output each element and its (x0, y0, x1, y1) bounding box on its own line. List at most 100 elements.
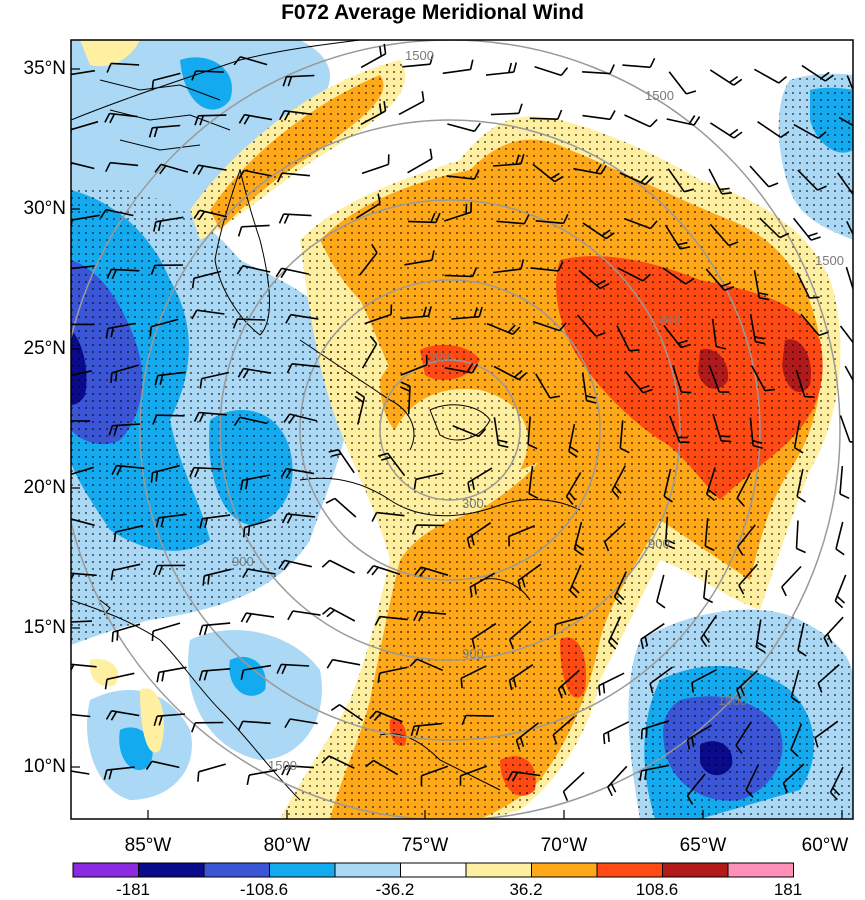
wind-barb-shaft (844, 365, 853, 382)
wind-barb-feather (400, 381, 411, 387)
wind-barb-feather (498, 444, 509, 448)
lat-label-35n: 35°N (23, 58, 66, 79)
wind-barb-shaft (839, 325, 853, 344)
wind-barb-feather (421, 91, 425, 102)
wind-barb-feather (569, 590, 578, 599)
wind-barb-shaft (793, 123, 819, 139)
wind-barb-feather (519, 736, 525, 747)
wind-barb-shaft (797, 169, 819, 191)
wind-barb-shaft (460, 765, 488, 777)
wind-barb-feather (109, 113, 116, 124)
axis-ticks (71, 68, 843, 819)
wind-barb-shaft (151, 760, 180, 769)
wind-barb-feather (371, 243, 378, 254)
wind-barb-feather (554, 175, 564, 183)
wind-barb-feather (245, 479, 249, 490)
wind-barb-shaft (649, 666, 674, 685)
wind-barb-feather (797, 649, 807, 657)
wind-barb-feather (700, 637, 708, 648)
wind-barb-feather (240, 669, 245, 680)
wind-barb-shaft (527, 416, 531, 445)
wind-barb-feather (807, 232, 818, 237)
wind-barb-shaft (759, 217, 781, 239)
wind-barb-shaft (839, 415, 851, 443)
wind-barb-feather (110, 711, 118, 721)
colorbar-swatch (662, 862, 729, 878)
wind-barb-feather (65, 573, 69, 582)
wind-barb-shaft (332, 658, 361, 666)
wind-barb-shaft (509, 620, 532, 641)
wind-barb-feather (508, 62, 513, 73)
wind-barb-feather (691, 736, 695, 747)
wind-barb-feather (768, 182, 779, 188)
wind-barb-feather (829, 791, 838, 801)
wind-barb-feather (198, 670, 203, 681)
colorbar-swatch (465, 862, 532, 878)
wind-barb-feather (64, 664, 68, 673)
wind-barb-shaft (672, 365, 683, 393)
wind-barb-feather (745, 789, 754, 798)
wind-barb-feather (202, 575, 206, 586)
wind-barb-feather (413, 611, 419, 622)
wind-barb-feather (192, 164, 200, 175)
colorbar-swatch (727, 862, 794, 878)
wind-barb-shaft (790, 723, 803, 751)
wind-barb-feather (400, 386, 411, 392)
wind-barb-feather (238, 169, 245, 180)
wind-barb-feather (601, 229, 611, 237)
wind-barb-shaft (339, 704, 364, 722)
wind-barb-feather (414, 566, 422, 576)
wind-barb-shaft (71, 518, 95, 527)
wind-barb-shaft (751, 365, 766, 392)
wind-barb-shaft (242, 720, 271, 725)
wind-barb-feather (613, 485, 622, 494)
wind-barb-feather (419, 568, 427, 577)
wind-barb-feather (568, 491, 576, 501)
wind-barb-feather (383, 43, 387, 54)
wind-barb-feather (286, 363, 293, 374)
wind-barb-shaft (115, 524, 144, 533)
ring-label-900-right: 900 (648, 536, 670, 551)
wind-barb-feather (281, 664, 287, 675)
wind-barb-shaft (460, 665, 487, 680)
lat-label-20n: 20°N (23, 477, 66, 498)
wind-barb-feather (686, 795, 694, 805)
wind-barb-feather (328, 448, 339, 453)
wind-barb-feather (153, 715, 158, 727)
wind-barb-feather (377, 452, 389, 457)
wind-barb-feather (284, 718, 291, 729)
wind-barb-shaft (496, 220, 525, 225)
wind-barb-feather (435, 212, 441, 223)
wind-barb-feather (193, 209, 201, 220)
wind-barb-feather (371, 512, 378, 522)
wind-barb-feather (684, 188, 695, 193)
wind-barb-shaft (444, 274, 473, 278)
wind-barb-shaft (71, 770, 90, 775)
wind-barb-shaft (667, 168, 685, 193)
wind-barb-feather (817, 131, 827, 139)
wind-barb-feather (287, 76, 293, 87)
wind-barb-shaft (838, 116, 853, 127)
wind-barb-shaft (797, 622, 805, 651)
wind-barb-feather (640, 639, 644, 650)
wind-barb-feather (607, 731, 610, 742)
wind-barb-feather (113, 531, 117, 543)
wind-barb-shaft (112, 563, 141, 572)
wind-barb-feather (59, 421, 63, 430)
wind-barb-feather (608, 641, 617, 650)
map-border (70, 39, 854, 820)
wind-barb-feather (508, 639, 514, 650)
wind-barb-feather (629, 349, 640, 352)
wind-barb-feather (286, 514, 293, 524)
wind-barb-feather (366, 565, 375, 575)
wind-barb-feather (238, 114, 246, 124)
wind-barb-feather (586, 399, 597, 404)
lon-label-65w: 65°W (679, 835, 727, 856)
wind-barb-shaft (530, 267, 559, 272)
wind-barb-shaft (373, 759, 399, 776)
wind-barb-shaft (555, 616, 584, 626)
wind-barb-feather (602, 734, 606, 745)
wind-barb-feather (780, 131, 790, 139)
wind-barb-feather (275, 267, 283, 278)
wind-barb-feather (737, 546, 744, 556)
